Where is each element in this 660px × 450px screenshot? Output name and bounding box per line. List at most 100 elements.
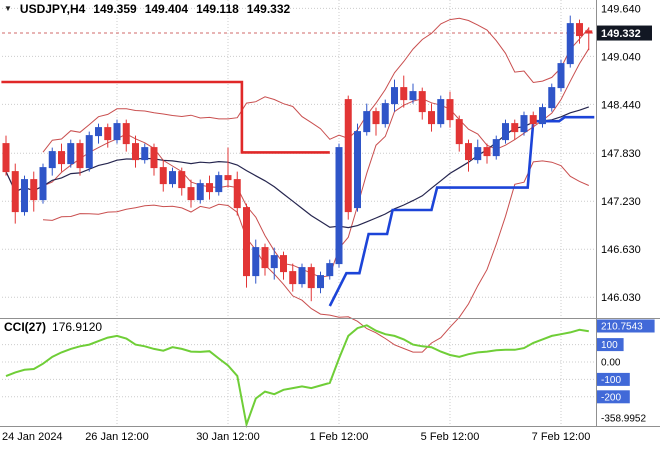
candle-bearish bbox=[132, 143, 139, 161]
candle-bearish bbox=[372, 111, 380, 125]
candle-bullish bbox=[566, 23, 574, 65]
candle-bullish bbox=[95, 127, 102, 137]
cci-axis-label: 210.7543 bbox=[601, 322, 643, 333]
ohlc-close: 149.332 bbox=[246, 2, 291, 16]
candle-bullish bbox=[354, 131, 361, 209]
candle-bearish bbox=[11, 171, 19, 213]
candle-bearish bbox=[206, 183, 213, 193]
candle-bearish bbox=[187, 187, 195, 201]
candle-bullish bbox=[502, 123, 509, 141]
candle-bullish bbox=[215, 175, 223, 193]
slow-ma-line bbox=[5, 106, 590, 229]
candle-bullish bbox=[391, 87, 398, 105]
candle-bearish bbox=[307, 267, 315, 289]
cci-line bbox=[5, 324, 589, 429]
ohlc-low: 149.118 bbox=[196, 2, 239, 16]
lower-band-line bbox=[42, 160, 590, 353]
time-axis-label: 30 Jan 12:00 bbox=[196, 431, 260, 443]
candle-bullish bbox=[252, 247, 260, 277]
candle-bullish bbox=[381, 103, 389, 125]
candle-bearish bbox=[280, 255, 287, 273]
candle-bearish bbox=[344, 99, 352, 213]
resistance-step-line bbox=[1, 80, 330, 154]
time-axis-label: 24 Jan 2024 bbox=[2, 431, 63, 443]
candle-bullish bbox=[169, 171, 176, 185]
fast-ma-line bbox=[5, 48, 590, 278]
candle-bullish bbox=[270, 255, 278, 269]
candle-bearish bbox=[455, 119, 463, 145]
price-axis-label: 148.440 bbox=[601, 99, 641, 111]
candle-bullish bbox=[298, 267, 306, 285]
candle-bullish bbox=[326, 263, 334, 277]
candle-bearish bbox=[585, 30, 593, 34]
candle-bearish bbox=[400, 87, 408, 101]
candle-bearish bbox=[289, 271, 297, 285]
candle-bullish bbox=[335, 147, 343, 265]
candle-bearish bbox=[159, 167, 167, 185]
candle-bearish bbox=[30, 179, 38, 201]
price-axis-label: 149.640 bbox=[601, 3, 641, 15]
candle-bullish bbox=[39, 167, 47, 201]
cci-level-box bbox=[597, 372, 630, 386]
candle-bullish bbox=[492, 139, 500, 157]
cci-indicator-label: CCI(27) bbox=[4, 320, 47, 334]
candle-bearish bbox=[465, 143, 472, 161]
candle-bearish bbox=[529, 115, 537, 125]
candle-bearish bbox=[122, 123, 130, 145]
candle-bullish bbox=[48, 151, 56, 169]
candle-bearish bbox=[511, 123, 519, 133]
time-axis-label: 5 Feb 12:00 bbox=[421, 431, 480, 443]
candle-bullish bbox=[557, 63, 565, 89]
candle-bullish bbox=[21, 179, 28, 213]
candle-bearish bbox=[178, 171, 186, 189]
symbol-timeframe-label: USDJPY,H4 bbox=[19, 2, 86, 16]
symbol-marker-icon: ▼ bbox=[4, 3, 12, 13]
cci-level-box bbox=[597, 338, 624, 352]
cci-axis-label: -200 bbox=[601, 392, 621, 403]
candle-bearish bbox=[428, 111, 435, 125]
candle-bullish bbox=[474, 147, 482, 161]
price-axis-label: 147.830 bbox=[601, 148, 641, 160]
candle-bullish bbox=[437, 99, 445, 125]
candle-bullish bbox=[196, 183, 204, 201]
candle-bearish bbox=[233, 179, 241, 209]
time-axis-label: 26 Jan 12:00 bbox=[85, 431, 149, 443]
cci-axis-label: -100 bbox=[601, 375, 621, 386]
price-axis-label: 149.040 bbox=[601, 51, 641, 63]
candle-bullish bbox=[67, 143, 75, 165]
candle-bearish bbox=[76, 143, 84, 169]
support-step-line bbox=[328, 115, 595, 307]
time-axis-label: 1 Feb 12:00 bbox=[310, 431, 369, 443]
candle-bullish bbox=[520, 115, 528, 133]
candle-bullish bbox=[363, 111, 371, 133]
candle-bearish bbox=[446, 99, 454, 121]
cci-level-box bbox=[597, 390, 630, 404]
price-axis-label: 146.030 bbox=[601, 292, 641, 304]
candle-bullish bbox=[85, 135, 93, 169]
cci-level-box bbox=[597, 319, 655, 333]
candle-bullish bbox=[539, 107, 546, 125]
cci-axis-label: 100 bbox=[601, 340, 618, 351]
time-axis-label: 7 Feb 12:00 bbox=[532, 431, 591, 443]
chart-header: ▼ USDJPY,H4 149.359 149.404 149.118 149.… bbox=[4, 2, 290, 16]
candle-bearish bbox=[261, 247, 269, 269]
ohlc-open: 149.359 bbox=[93, 2, 137, 16]
ohlc-high: 149.404 bbox=[144, 2, 189, 16]
price-axis-label: 146.630 bbox=[601, 244, 641, 256]
candle-bearish bbox=[418, 91, 426, 113]
candle-bearish bbox=[58, 151, 65, 165]
candle-bullish bbox=[141, 147, 149, 161]
candle-bearish bbox=[2, 143, 10, 173]
candle-bearish bbox=[224, 175, 232, 181]
current-price-box bbox=[597, 25, 652, 41]
candle-bullish bbox=[409, 91, 417, 101]
candle-bearish bbox=[483, 147, 491, 157]
candle-bearish bbox=[243, 207, 250, 277]
cci-indicator-value: 176.9120 bbox=[52, 320, 103, 334]
candle-bullish bbox=[317, 275, 324, 289]
price-axis-label: 147.230 bbox=[601, 196, 641, 208]
cci-axis-label: 0.00 bbox=[601, 358, 621, 369]
candle-bearish bbox=[104, 127, 112, 141]
